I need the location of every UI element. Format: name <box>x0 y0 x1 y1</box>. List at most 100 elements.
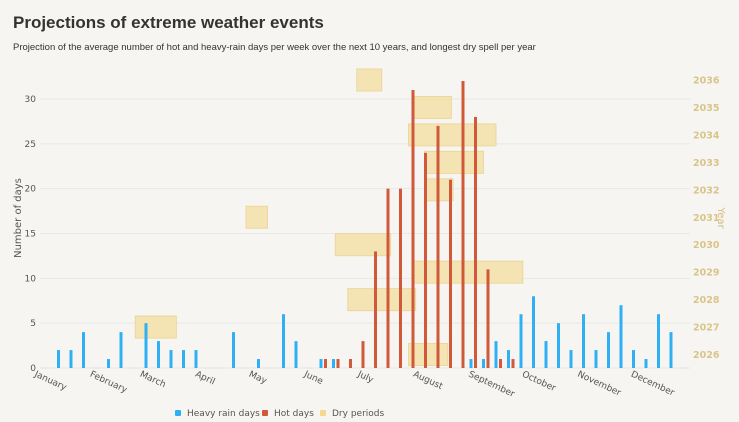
bar-heavy-rain-week-46[interactable] <box>607 332 610 368</box>
bar-hot-days-week-26[interactable] <box>361 341 365 368</box>
bar-heavy-rain-week-45[interactable] <box>594 350 598 368</box>
bar-heavy-rain-week-49[interactable] <box>644 359 648 368</box>
legend-swatch-dry-periods <box>320 410 326 416</box>
bar-hot-days-week-35[interactable] <box>474 116 477 368</box>
bar-heavy-rain-week-7[interactable] <box>119 332 123 368</box>
y-tick-label: 10 <box>25 274 37 284</box>
bar-heavy-rain-week-37[interactable] <box>494 341 498 368</box>
bar-heavy-rain-week-42[interactable] <box>557 323 560 368</box>
bar-hot-days-week-31[interactable] <box>424 152 427 368</box>
x-tick-label: April <box>193 370 216 388</box>
bar-heavy-rain-week-10[interactable] <box>157 341 160 368</box>
bar-heavy-rain-week-24[interactable] <box>332 359 335 368</box>
bar-heavy-rain-week-9[interactable] <box>144 323 148 368</box>
bar-heavy-rain-week-35[interactable] <box>469 359 473 368</box>
legend-label-hot-days: Hot days <box>274 409 314 419</box>
y-tick-label: 5 <box>30 319 36 329</box>
x-tick-label: February <box>88 370 129 396</box>
dry-period-2028[interactable] <box>347 288 417 312</box>
bar-heavy-rain-week-12[interactable] <box>182 350 185 368</box>
bar-heavy-rain-week-16[interactable] <box>232 332 235 368</box>
dry-period-2031[interactable] <box>245 205 268 229</box>
bar-hot-days-week-28[interactable] <box>386 188 390 368</box>
x-tick-label: November <box>576 370 623 399</box>
dry-period-2035[interactable] <box>413 95 452 119</box>
legend-item-hot-days[interactable]: Hot days <box>262 409 314 419</box>
y-right-tick-label: 2035 <box>693 103 719 114</box>
bar-heavy-rain-week-4[interactable] <box>82 332 85 368</box>
bar-heavy-rain-week-11[interactable] <box>169 350 173 368</box>
legend-item-heavy-rain[interactable]: Heavy rain days <box>175 409 260 419</box>
x-tick-label: May <box>247 370 269 387</box>
bar-hot-days-week-32[interactable] <box>436 125 440 369</box>
bar-heavy-rain-week-50[interactable] <box>657 314 660 368</box>
bar-hot-days-week-38[interactable] <box>511 359 515 368</box>
x-tick-label: January <box>32 369 69 393</box>
x-axis: January February March April May June July Augu… <box>32 369 676 400</box>
bar-heavy-rain-week-41[interactable] <box>544 341 548 368</box>
bar-hot-days-week-34[interactable] <box>461 81 465 369</box>
y-right-tick-label: 2033 <box>693 158 719 169</box>
bar-hot-days-week-37[interactable] <box>499 359 502 368</box>
x-tick-label: December <box>629 370 676 399</box>
dry-periods <box>134 68 524 366</box>
x-tick-label: September <box>467 370 517 400</box>
y-tick-label: 15 <box>25 230 36 240</box>
dry-period-2027[interactable] <box>134 315 177 339</box>
legend-label-heavy-rain: Heavy rain days <box>187 409 260 419</box>
bar-heavy-rain-week-21[interactable] <box>294 341 298 368</box>
bar-heavy-rain-week-47[interactable] <box>619 305 623 368</box>
bar-heavy-rain-week-51[interactable] <box>669 332 673 368</box>
y-axis-right: 2026 2027 2028 2029 2030 2031 2032 2033 2034 2035… <box>693 76 720 362</box>
y-right-tick-label: 2034 <box>693 130 720 141</box>
bar-hot-days-week-23[interactable] <box>324 359 327 368</box>
y-right-tick-label: 2031 <box>693 213 719 224</box>
dry-period-2029[interactable] <box>413 260 524 284</box>
y-right-tick-label: 2036 <box>693 76 720 87</box>
bar-hot-days-week-36[interactable] <box>486 269 490 368</box>
dry-period-2034[interactable] <box>408 123 497 147</box>
legend-label-dry-periods: Dry periods <box>332 409 384 419</box>
y-tick-label: 25 <box>25 140 36 150</box>
bar-heavy-rain-week-39[interactable] <box>519 314 523 368</box>
y-axis-left: 0 5 10 15 20 25 30 <box>25 95 37 374</box>
y-right-tick-label: 2026 <box>693 350 720 361</box>
x-tick-label: August <box>411 370 444 393</box>
bar-heavy-rain-week-40[interactable] <box>532 296 535 368</box>
bar-hot-days-week-30[interactable] <box>411 90 415 369</box>
bar-heavy-rain-week-6[interactable] <box>107 359 110 368</box>
y-right-tick-label: 2029 <box>693 268 719 279</box>
chart-subtitle: Projection of the average number of hot … <box>13 42 536 53</box>
y-right-tick-label: 2027 <box>693 323 719 334</box>
y-right-tick-label: 2032 <box>693 185 719 196</box>
y-axis-label: Number of days <box>13 178 24 258</box>
bar-hot-days-week-25[interactable] <box>349 359 352 368</box>
x-tick-label: June <box>301 369 324 387</box>
y-right-tick-label: 2028 <box>693 295 720 306</box>
bar-heavy-rain-week-2[interactable] <box>57 350 60 368</box>
bar-heavy-rain-week-48[interactable] <box>632 350 635 368</box>
legend: Heavy rain days Hot days Dry periods <box>175 409 384 419</box>
bar-heavy-rain-week-38[interactable] <box>507 350 510 368</box>
dry-period-2036[interactable] <box>356 68 383 92</box>
bar-hot-days-week-33[interactable] <box>449 179 452 368</box>
x-tick-label: March <box>138 370 167 391</box>
y-axis-right-label: Year <box>715 206 726 229</box>
bar-heavy-rain-week-43[interactable] <box>569 350 573 368</box>
bar-heavy-rain-week-23[interactable] <box>319 359 323 368</box>
bar-hot-days-week-27[interactable] <box>374 251 377 368</box>
bar-heavy-rain-week-18[interactable] <box>257 359 260 368</box>
bar-hot-days-week-29[interactable] <box>399 188 402 368</box>
bar-heavy-rain-week-3[interactable] <box>69 350 73 368</box>
bar-heavy-rain-week-13[interactable] <box>194 350 198 368</box>
bars <box>42 81 688 369</box>
dry-period-2030[interactable] <box>334 233 392 257</box>
legend-item-dry-periods[interactable]: Dry periods <box>320 409 384 419</box>
bar-hot-days-week-24[interactable] <box>336 359 340 368</box>
bar-heavy-rain-week-44[interactable] <box>582 314 585 368</box>
bar-heavy-rain-week-36[interactable] <box>482 359 485 368</box>
y-right-tick-label: 2030 <box>693 240 720 251</box>
bar-heavy-rain-week-20[interactable] <box>282 314 285 368</box>
x-tick-label: July <box>355 369 375 386</box>
